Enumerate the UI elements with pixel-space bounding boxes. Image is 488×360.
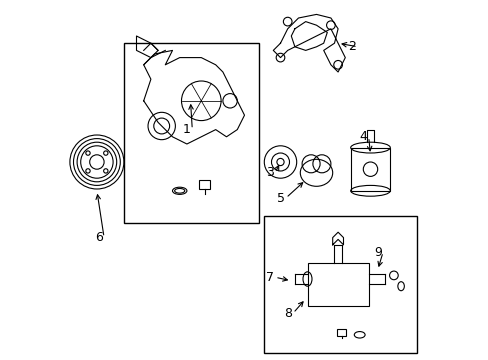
Text: 3: 3 [265,166,273,179]
Bar [350,148,389,191]
Text: 9: 9 [373,246,381,258]
Text: 1: 1 [183,123,190,136]
Text: 7: 7 [265,271,273,284]
Text: 2: 2 [348,40,356,53]
Text: 6: 6 [95,231,102,244]
Bar [264,216,416,353]
Bar [123,43,258,223]
Text: 4: 4 [359,130,366,143]
Bar [307,263,368,306]
Text: 5: 5 [276,192,284,204]
Bar [337,329,346,336]
Text: 8: 8 [283,307,291,320]
Bar [199,180,210,189]
